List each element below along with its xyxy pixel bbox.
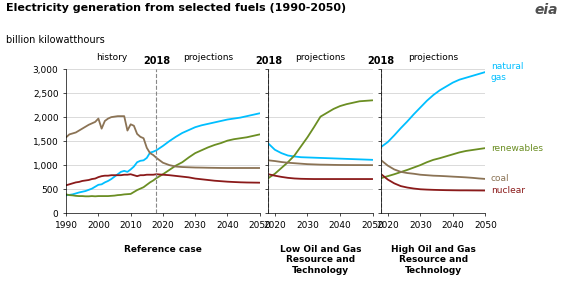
Text: 2018: 2018 — [367, 56, 395, 66]
Text: 2018: 2018 — [255, 56, 282, 66]
Text: projections: projections — [408, 53, 458, 62]
Text: eia: eia — [534, 3, 558, 17]
Text: High Oil and Gas
Resource and
Technology: High Oil and Gas Resource and Technology — [391, 245, 476, 274]
Text: coal: coal — [490, 175, 509, 183]
Text: history: history — [95, 53, 127, 62]
Text: Low Oil and Gas
Resource and
Technology: Low Oil and Gas Resource and Technology — [279, 245, 361, 274]
Text: renewables: renewables — [490, 144, 543, 153]
Text: billion kilowatthours: billion kilowatthours — [6, 35, 105, 45]
Text: projections: projections — [296, 53, 346, 62]
Text: Electricity generation from selected fuels (1990-2050): Electricity generation from selected fue… — [6, 3, 346, 13]
Text: projections: projections — [183, 53, 233, 62]
Text: 2018: 2018 — [143, 56, 170, 66]
Text: Reference case: Reference case — [124, 245, 202, 254]
Text: nuclear: nuclear — [490, 186, 524, 195]
Text: natural
gas: natural gas — [490, 62, 523, 82]
